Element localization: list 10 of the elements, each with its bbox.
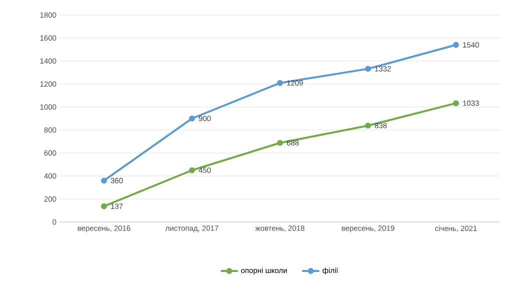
point — [452, 42, 459, 48]
point — [452, 100, 459, 106]
point — [101, 203, 108, 210]
point — [364, 122, 371, 129]
point — [277, 140, 283, 146]
point — [189, 115, 195, 122]
point — [189, 167, 195, 174]
point — [364, 66, 371, 72]
point — [101, 178, 108, 184]
point — [277, 80, 283, 86]
